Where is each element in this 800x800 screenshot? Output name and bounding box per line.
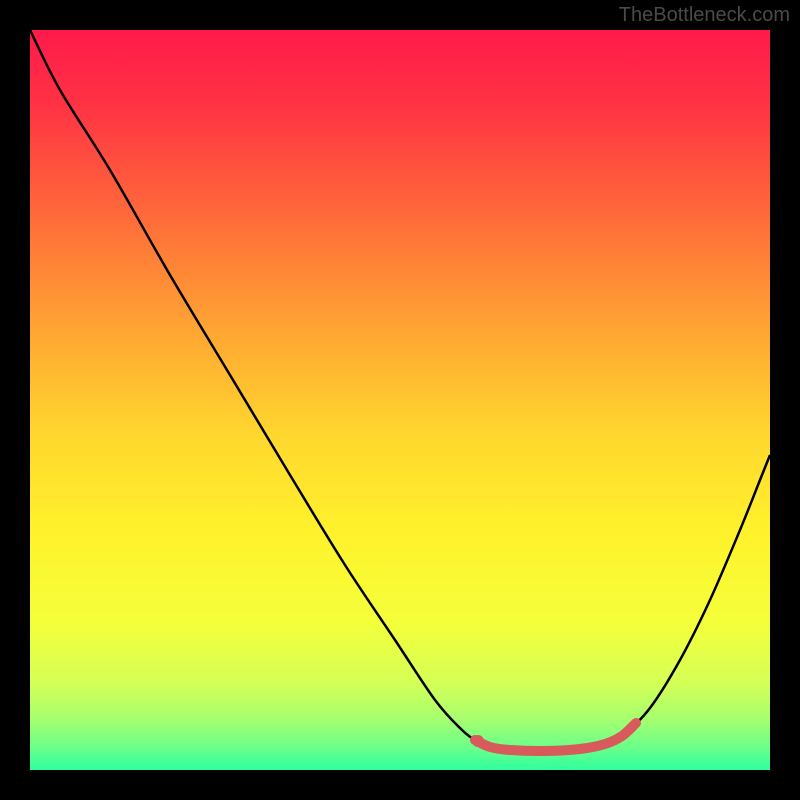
- bottleneck-chart: [0, 0, 800, 800]
- watermark-text: TheBottleneck.com: [619, 4, 790, 27]
- optimal-range-dot: [472, 735, 484, 747]
- chart-gradient-background: [30, 30, 770, 770]
